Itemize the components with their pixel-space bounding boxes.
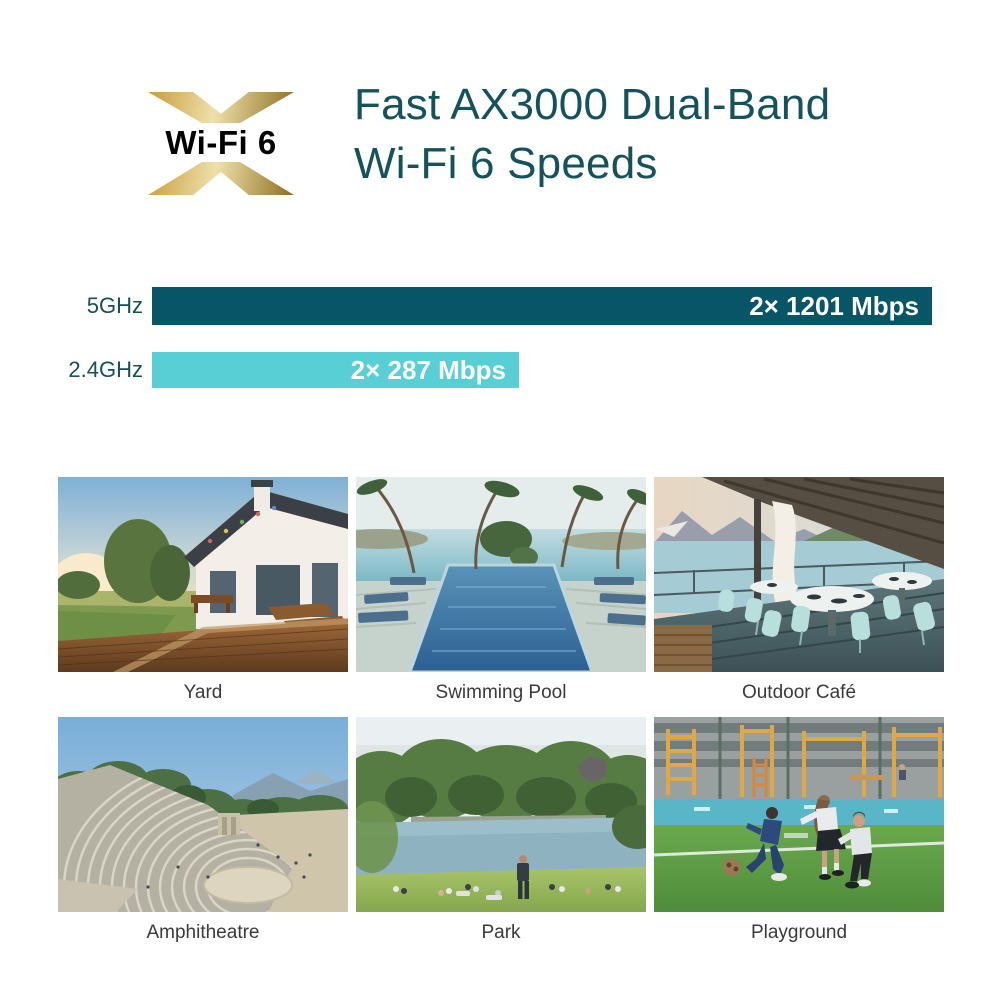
caption-amphitheatre: Amphitheatre	[146, 922, 260, 943]
caption-playground: Playground	[750, 922, 848, 943]
amphitheatre-photo	[58, 717, 348, 912]
page-title-line2: Wi-Fi 6 Speeds	[354, 139, 658, 188]
gallery-item-swimming-pool: Swimming Pool	[356, 477, 646, 717]
amphitheatre-photo-art	[58, 717, 348, 912]
usage-gallery: Yard	[58, 477, 944, 957]
caption-swimming-pool: Swimming Pool	[435, 682, 567, 703]
caption-park: Park	[481, 922, 521, 943]
park-photo-art	[356, 717, 646, 912]
wifi6-logo: Wi-Fi 6	[144, 92, 298, 195]
page-title: Fast AX3000 Dual-Band Wi-Fi 6 Speeds	[354, 75, 830, 193]
caption-yard: Yard	[183, 682, 223, 703]
outdoor-cafe-photo-art	[654, 477, 944, 672]
speed-bar-24ghz: 2× 287 Mbps	[152, 352, 519, 388]
chart-row-24ghz: 2.4GHz 2× 287 Mbps	[58, 352, 519, 388]
band-label-24ghz: 2.4GHz	[68, 357, 143, 382]
chart-row-5ghz: 5GHz 2× 1201 Mbps	[58, 287, 932, 325]
speed-value-5ghz: 2× 1201 Mbps	[749, 290, 919, 321]
swimming-pool-photo	[356, 477, 646, 672]
playground-photo-art	[654, 717, 944, 912]
wifi6-logo-text: Wi-Fi 6	[144, 123, 298, 162]
yard-photo	[58, 477, 348, 672]
gallery-item-amphitheatre: Amphitheatre	[58, 717, 348, 957]
gallery-item-yard: Yard	[58, 477, 348, 717]
band-label-5ghz: 5GHz	[86, 293, 143, 318]
park-photo	[356, 717, 646, 912]
wifi6-logo-x-bottom	[148, 162, 294, 195]
gallery-item-park: Park	[356, 717, 646, 957]
speed-value-24ghz: 2× 287 Mbps	[350, 354, 506, 385]
outdoor-cafe-photo	[654, 477, 944, 672]
gallery-item-playground: Playground	[654, 717, 944, 957]
wifi6-logo-x-top	[148, 92, 294, 123]
swimming-pool-photo-art	[356, 477, 646, 672]
speed-bar-5ghz: 2× 1201 Mbps	[152, 287, 932, 325]
page-title-line1: Fast AX3000 Dual-Band	[354, 80, 831, 129]
yard-photo-art	[58, 477, 348, 672]
gallery-item-outdoor-cafe: Outdoor Café	[654, 477, 944, 717]
playground-photo	[654, 717, 944, 912]
caption-outdoor-cafe: Outdoor Café	[741, 682, 857, 703]
